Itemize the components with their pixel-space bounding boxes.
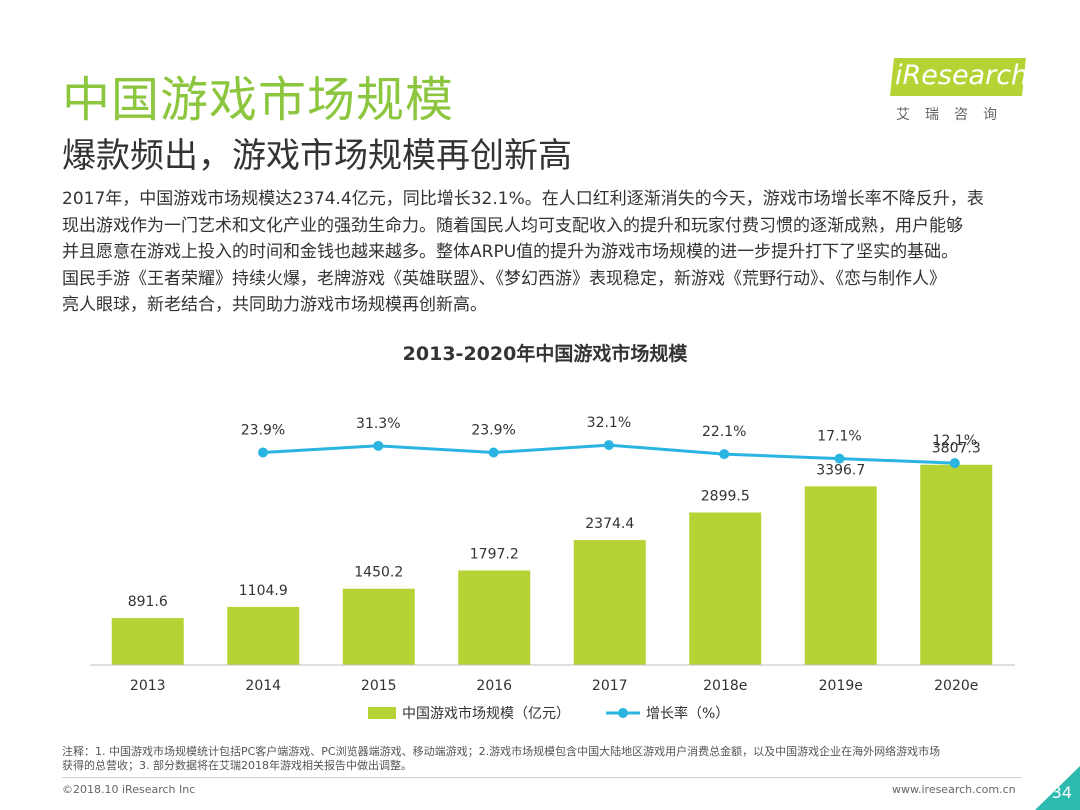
- x-axis-labels: 2013 2014 2015 2016 2017 2018e 2019e 2020e: [130, 678, 978, 694]
- body-line: 国民手游《王者荣耀》持续火爆，老牌游戏《英雄联盟》、《梦幻西游》表现稳定，新游戏…: [62, 268, 946, 289]
- bar-value-label: 3807.3: [932, 441, 981, 457]
- body-paragraph: 2017年，中国游戏市场规模达2374.4亿元，同比增长32.1%。在人口红利逐…: [62, 186, 1042, 319]
- growth-point: [258, 447, 268, 458]
- legend-bar-label: 中国游戏市场规模（亿元）: [402, 705, 570, 722]
- x-tick-label: 2014: [245, 678, 281, 694]
- growth-value-label: 32.1%: [587, 415, 631, 431]
- growth-line-series: 23.9% 31.3% 23.9% 32.1% 22.1% 17.1% 12.1%: [241, 415, 977, 469]
- bar-value-label: 1450.2: [354, 565, 403, 581]
- growth-point: [603, 440, 614, 451]
- chart-title: 2013-2020年中国游戏市场规模: [403, 342, 689, 365]
- x-tick-label: 2020e: [934, 678, 978, 694]
- growth-point: [949, 458, 960, 469]
- bar-2013: [111, 618, 184, 665]
- growth-value-label: 12.1%: [933, 433, 977, 449]
- logo-text: iResearch: [895, 60, 1029, 91]
- bar-2017: [573, 540, 646, 665]
- footnote: 注释：1. 中国游戏市场规模统计包括PC客户端游戏、PC浏览器端游戏、移动端游戏…: [62, 745, 1042, 773]
- growth-value-label: 22.1%: [702, 424, 746, 440]
- copyright: ©2018.10 iResearch Inc: [62, 783, 196, 796]
- bar-value-label: 1104.9: [239, 583, 288, 599]
- bar-value-label: 2899.5: [701, 488, 750, 504]
- legend-line-label: 增长率（%）: [646, 705, 729, 722]
- bar-value-label: 891.6: [128, 594, 168, 610]
- bar-2015: [342, 588, 415, 665]
- growth-point: [373, 440, 384, 451]
- growth-value-label: 31.3%: [356, 416, 400, 432]
- site-url: www.iresearch.com.cn: [892, 783, 1016, 796]
- bar-value-label: 1797.2: [470, 546, 519, 562]
- body-line: 亮人眼球，新老结合，共同助力游戏市场规模再创新高。: [62, 295, 487, 315]
- growth-point: [719, 449, 730, 460]
- bar-value-label: 2374.4: [585, 516, 634, 532]
- body-line: 并且愿意在游戏上投入的时间和金钱也越来越多。整体ARPU值的提升为游戏市场规模的…: [62, 242, 959, 262]
- legend-bar-swatch: [368, 707, 396, 719]
- x-tick-label: 2013: [130, 678, 166, 694]
- x-tick-label: 2017: [592, 678, 628, 694]
- bar-series: 891.6 1104.9 1450.2 1797.2 2374.4 2899.5 3396.…: [111, 441, 993, 665]
- logo-cn-text: 艾瑞咨询: [896, 107, 1012, 123]
- page-title: 中国游戏市场规模: [62, 72, 455, 128]
- x-tick-label: 2019e: [819, 678, 863, 694]
- growth-point: [834, 453, 845, 464]
- growth-value-label: 23.9%: [241, 422, 285, 438]
- chart-legend: 中国游戏市场规模（亿元） 增长率（%）: [368, 705, 729, 722]
- bar-2016: [458, 570, 531, 665]
- page-corner-shape: [1035, 766, 1080, 810]
- bar-value-label: 3396.7: [816, 462, 865, 478]
- market-size-chart: 2013-2020年中国游戏市场规模 891.6 1104.9 1450.2 1797…: [90, 342, 1015, 722]
- growth-value-label: 17.1%: [817, 429, 861, 445]
- bar-2020e: [920, 464, 993, 665]
- x-tick-label: 2015: [361, 678, 397, 694]
- x-tick-label: 2016: [476, 678, 512, 694]
- body-line: 现出游戏作为一门艺术和文化产业的强劲生命力。随着国民人均可支配收入的提升和玩家付…: [62, 215, 963, 236]
- body-line: 2017年，中国游戏市场规模达2374.4亿元，同比增长32.1%。在人口红利逐…: [62, 189, 984, 209]
- page-subtitle: 爆款频出，游戏市场规模再创新高: [62, 136, 572, 176]
- growth-value-label: 23.9%: [471, 422, 515, 438]
- footer-divider: [62, 777, 1022, 778]
- growth-point: [488, 447, 499, 458]
- footnote-line: 获得的总营收；3. 部分数据将在艾瑞2018年游戏相关报告中做出调整。: [62, 759, 412, 772]
- bar-2014: [227, 606, 300, 665]
- legend-line-marker: [618, 708, 628, 718]
- x-tick-label: 2018e: [703, 678, 747, 694]
- footnote-line: 注释：1. 中国游戏市场规模统计包括PC客户端游戏、PC浏览器端游戏、移动端游戏…: [62, 745, 941, 758]
- page-number: 34: [1051, 783, 1072, 802]
- bar-2018e: [689, 512, 762, 665]
- bar-2019e: [804, 486, 877, 665]
